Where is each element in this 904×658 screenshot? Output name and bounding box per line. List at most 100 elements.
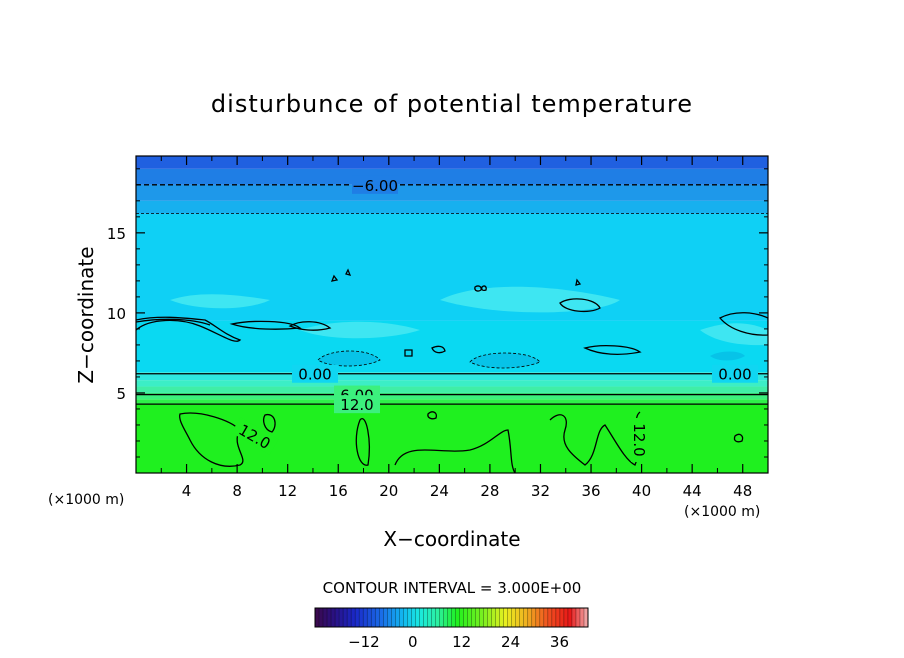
colorbar-cell	[407, 608, 412, 627]
y-axis-label: Z−coordinate	[74, 246, 98, 383]
colorbar-cell	[391, 608, 396, 627]
colorbar-tick-label: 36	[550, 633, 569, 651]
field-layer-11	[136, 156, 768, 169]
field-layers	[136, 156, 768, 473]
contour-label: 12.0	[340, 396, 373, 414]
x-tick-label: 16	[329, 482, 348, 500]
colorbar-cell	[331, 608, 336, 627]
field-layer-1	[136, 399, 768, 405]
colorbar-cell	[419, 608, 424, 627]
field-layer-8	[136, 200, 768, 214]
y-axis: 5 10 15	[107, 168, 768, 458]
colorbar-cell	[511, 608, 517, 627]
colorbar-tick-label: 12	[452, 633, 471, 651]
colorbar-cell	[371, 608, 376, 627]
colorbar-cell	[475, 608, 480, 627]
colorbar-cell	[483, 608, 488, 627]
colorbar-cell	[523, 608, 529, 627]
field-layer-0	[136, 404, 768, 473]
colorbar-cell	[399, 608, 404, 627]
colorbar-cell	[355, 608, 360, 627]
field-layer-10	[136, 168, 768, 185]
contour-label-bg	[231, 417, 279, 455]
colorbar-cell	[507, 608, 513, 627]
colorbar-cell	[571, 608, 577, 627]
y-tick-label: 15	[107, 225, 126, 243]
colorbar-cell	[363, 608, 368, 627]
contour-label: 0.00	[298, 366, 331, 384]
colorbar-cell	[563, 608, 569, 627]
colorbar-cell	[579, 608, 585, 627]
contour-label-bg	[334, 395, 380, 414]
x-unit-right: (×1000 m)	[684, 504, 760, 520]
colorbar-cell	[319, 608, 324, 627]
colorbar-cell	[423, 608, 428, 627]
colorbar-ticks: −12 0 12 24 36	[348, 633, 569, 651]
plot-frame	[135, 155, 769, 474]
colorbar-cell	[515, 608, 521, 627]
colorbar-cell	[367, 608, 372, 627]
colorbar-cell	[379, 608, 384, 627]
x-tick-label: 40	[632, 482, 651, 500]
colorbar-cell	[559, 608, 565, 627]
colorbar-cell	[491, 608, 496, 627]
colorbar-cell	[447, 608, 452, 627]
colorbar-cell	[411, 608, 416, 627]
colorbar-cell	[347, 608, 352, 627]
field-layer-4	[136, 380, 768, 387]
colorbar-cell	[471, 608, 476, 627]
contour-label-bg	[292, 364, 338, 383]
contour-label-bg	[352, 175, 398, 194]
x-tick-label: 28	[480, 482, 499, 500]
colorbar-cell	[451, 608, 456, 627]
colorbar-cell	[439, 608, 444, 627]
colorbar-cell	[467, 608, 472, 627]
colorbar-cell	[499, 608, 504, 627]
colorbar	[314, 607, 589, 628]
colorbar-cell	[443, 608, 448, 627]
chart-title: disturbunce of potential temperature	[211, 90, 693, 118]
colorbar-cell	[327, 608, 332, 627]
field-layer-6	[136, 320, 768, 373]
colorbar-cell	[315, 608, 320, 627]
x-unit-left: (×1000 m)	[48, 492, 124, 508]
colorbar-cell	[383, 608, 388, 627]
colorbar-frame	[314, 607, 589, 628]
colorbar-cell	[551, 608, 557, 627]
x-tick-label: 12	[278, 482, 297, 500]
colorbar-cell	[463, 608, 468, 627]
contour-label-bg	[712, 364, 758, 383]
colorbar-cell	[535, 608, 541, 627]
field-layer-5	[136, 372, 768, 381]
colorbar-cell	[459, 608, 464, 627]
colorbar-cell	[575, 608, 581, 627]
colorbar-cell	[351, 608, 356, 627]
colorbar-cell	[583, 608, 589, 627]
colorbar-tick-label: −12	[348, 633, 380, 651]
x-tick-label: 32	[531, 482, 550, 500]
colorbar-cell	[531, 608, 537, 627]
contour-label: 12.0	[630, 423, 648, 456]
contour-label: 0.00	[718, 366, 751, 384]
x-axis-label: X−coordinate	[383, 527, 520, 551]
x-tick-label: 36	[581, 482, 600, 500]
colorbar-cell	[567, 608, 573, 627]
colorbar-cell	[455, 608, 460, 627]
x-axis: 4 8 12 16 20 24 28 32 36 40 44 48	[160, 156, 752, 500]
colorbar-cell	[431, 608, 436, 627]
colorbar-cell	[479, 608, 484, 627]
x-tick-label: 4	[182, 482, 192, 500]
colorbar-cell	[539, 608, 545, 627]
colorbar-cell	[495, 608, 500, 627]
colorbar-cell	[555, 608, 561, 627]
colorbar-cell	[343, 608, 348, 627]
x-tick-label: 20	[379, 482, 398, 500]
y-tick-label: 5	[116, 385, 126, 403]
colorbar-cell	[395, 608, 400, 627]
contour-lines	[136, 184, 768, 405]
colorbar-cell	[503, 608, 509, 627]
field-layer-2	[136, 392, 768, 400]
colorbar-cell	[403, 608, 408, 627]
